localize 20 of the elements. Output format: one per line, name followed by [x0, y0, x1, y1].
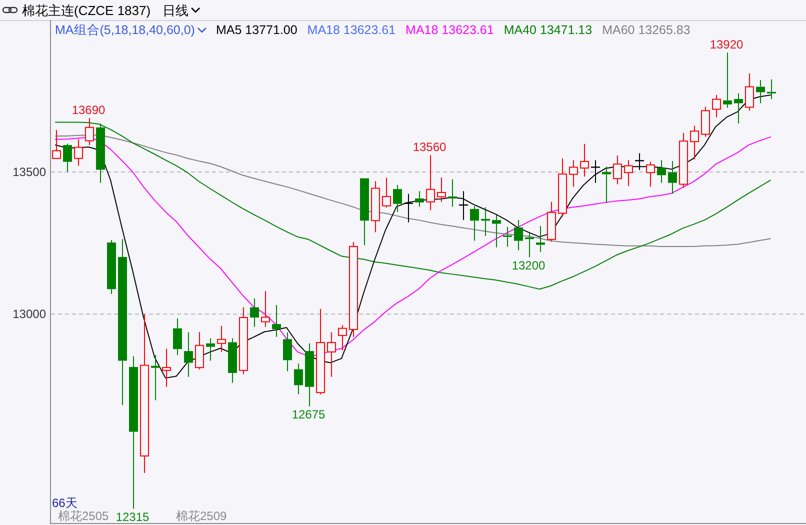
y-tick-label: 13000: [12, 307, 46, 322]
annotation: 13560: [412, 140, 447, 154]
text: MA60 13265.83: [602, 23, 690, 37]
annotation: 66天: [52, 496, 78, 510]
chart-title: 棉花主连(CZCE 1837): [22, 3, 151, 18]
annotation: 棉花2505: [58, 509, 110, 523]
legend-label: MA18 13623.61: [307, 23, 396, 37]
text: MA18 13623.61: [406, 23, 494, 37]
y-tick-label: 13500: [12, 165, 46, 180]
annotation: 13200: [512, 258, 546, 272]
annotation: 12675: [292, 407, 326, 422]
annotation: 棉花2509: [176, 509, 228, 523]
chart-subtitle: 日线: [162, 3, 189, 18]
annotation: 13690: [72, 103, 106, 118]
text: MA40 13471.13: [504, 23, 592, 37]
annotation: 13920: [710, 38, 744, 52]
text: MA5 13771.00: [216, 23, 298, 37]
legend-title: MA组合(5,18,18,40,60,0): [55, 23, 195, 37]
annotation: 12315: [116, 510, 150, 524]
line-series: [55, 122, 771, 290]
